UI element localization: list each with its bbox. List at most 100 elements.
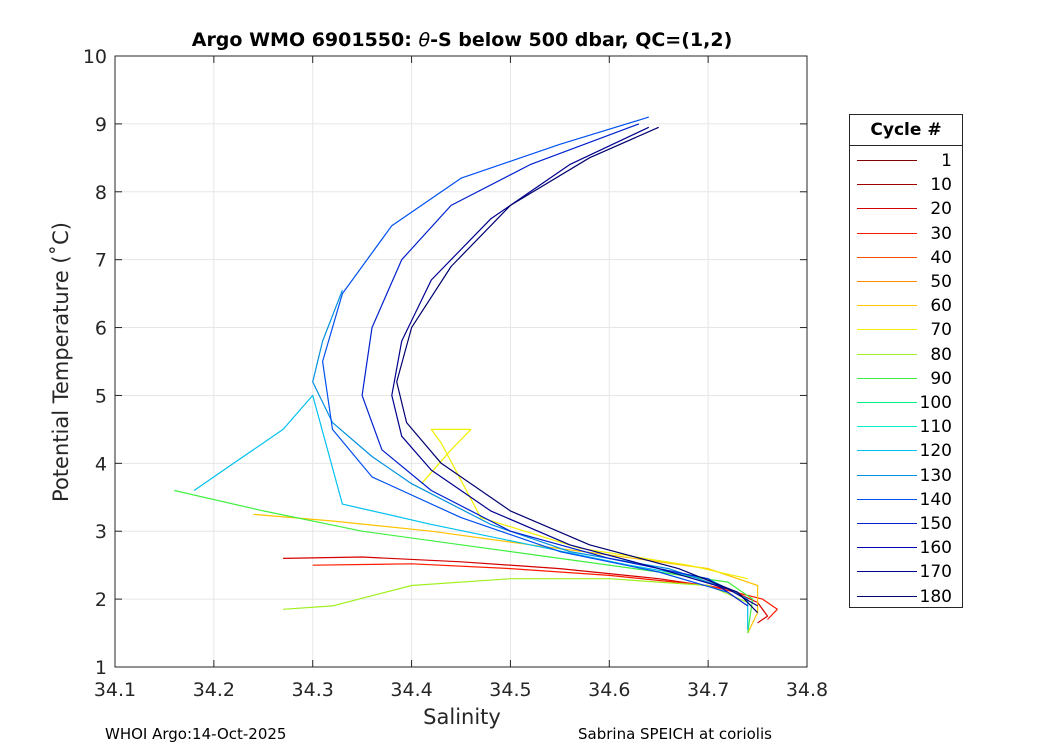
plot-area bbox=[114, 55, 808, 668]
legend-label: 20 bbox=[930, 199, 952, 220]
legend-label: 100 bbox=[919, 393, 952, 413]
legend-item: 150 bbox=[850, 512, 962, 536]
legend-swatch bbox=[857, 402, 917, 403]
legend-item: 40 bbox=[850, 246, 962, 270]
y-tick-label: 7 bbox=[95, 250, 107, 272]
x-tick-label: 34.7 bbox=[687, 679, 729, 701]
legend-label: 40 bbox=[930, 247, 952, 268]
legend-item: 120 bbox=[850, 439, 962, 463]
legend-swatch bbox=[857, 184, 917, 186]
legend-label: 130 bbox=[919, 465, 952, 486]
legend-label: 120 bbox=[919, 441, 952, 462]
chart-title-theta: θ bbox=[418, 29, 430, 51]
legend-item: 30 bbox=[850, 222, 962, 246]
legend-label: 90 bbox=[930, 368, 952, 389]
legend-label: 10 bbox=[930, 175, 952, 196]
legend-item: 50 bbox=[850, 270, 962, 294]
legend-label: 1 bbox=[941, 151, 952, 171]
legend-title: Cycle # bbox=[850, 115, 962, 146]
legend-swatch bbox=[857, 256, 917, 258]
chart-title: Argo WMO 6901550: θ-S below 500 dbar, QC… bbox=[192, 29, 733, 51]
y-tick-label: 9 bbox=[95, 114, 107, 136]
legend-label: 60 bbox=[930, 296, 952, 317]
legend-swatch bbox=[857, 208, 917, 210]
footer-credit-right: Sabrina SPEICH at coriolis bbox=[578, 725, 772, 743]
legend-item: 10 bbox=[850, 173, 962, 197]
footer-credit-left: WHOI Argo:14-Oct-2025 bbox=[105, 725, 287, 743]
y-tick-label: 5 bbox=[95, 385, 107, 407]
legend-item: 1 bbox=[850, 149, 962, 173]
legend-label: 50 bbox=[930, 272, 952, 292]
chart-title-prefix: Argo WMO 6901550: bbox=[192, 29, 419, 51]
legend-swatch bbox=[857, 474, 917, 476]
legend-item: 170 bbox=[850, 560, 962, 584]
legend-label: 80 bbox=[930, 344, 952, 365]
y-tick-label: 10 bbox=[83, 46, 107, 68]
legend-item: 80 bbox=[850, 343, 962, 367]
legend-swatch bbox=[857, 523, 917, 524]
y-tick-label: 3 bbox=[95, 521, 107, 543]
x-tick-label: 34.1 bbox=[94, 679, 136, 701]
legend-swatch bbox=[857, 305, 917, 307]
series-line bbox=[361, 123, 749, 607]
x-tick-label: 34.5 bbox=[489, 679, 531, 701]
legend-swatch bbox=[857, 232, 917, 234]
legend-swatch bbox=[857, 329, 917, 331]
legend-item: 140 bbox=[850, 488, 962, 512]
grid-lines bbox=[114, 55, 808, 668]
series-line bbox=[396, 126, 759, 614]
legend-label: 140 bbox=[919, 489, 952, 510]
legend: Cycle # 1 10 20 30 40 50 60 70 80 90 100 110 120 130 1… bbox=[849, 114, 963, 608]
legend-item: 60 bbox=[850, 294, 962, 318]
x-tick-labels: 34.1 34.2 34.3 34.4 34.5 34.6 34.7 34.8 bbox=[94, 56, 828, 701]
legend-swatch bbox=[857, 160, 917, 161]
chart-title-suffix: -S below 500 dbar, QC=(1,2) bbox=[430, 29, 732, 51]
x-tick-label: 34.3 bbox=[292, 679, 334, 701]
legend-label: 70 bbox=[930, 320, 952, 341]
x-axis-label: Salinity bbox=[423, 705, 501, 729]
series-line bbox=[391, 126, 758, 607]
x-tick-label: 34.6 bbox=[588, 679, 630, 701]
x-tick-label: 34.2 bbox=[193, 679, 235, 701]
y-tick-label: 8 bbox=[95, 182, 107, 204]
legend-item: 110 bbox=[850, 415, 962, 439]
y-axis-label: Potential Temperature (˚C) bbox=[49, 222, 73, 502]
legend-swatch bbox=[857, 281, 917, 282]
legend-swatch bbox=[857, 353, 917, 355]
y-tick-label: 6 bbox=[95, 318, 107, 340]
legend-item: 20 bbox=[850, 197, 962, 221]
series-line bbox=[174, 489, 754, 634]
series-line bbox=[283, 556, 769, 624]
legend-swatch bbox=[857, 571, 917, 573]
legend-label: 160 bbox=[919, 538, 952, 559]
legend-item: 160 bbox=[850, 536, 962, 560]
legend-label: 170 bbox=[919, 562, 952, 583]
legend-item: 130 bbox=[850, 464, 962, 488]
y-tick-labels: 1 2 3 4 5 6 7 8 9 10 bbox=[83, 46, 807, 679]
series-line bbox=[421, 428, 748, 580]
legend-swatch bbox=[857, 450, 917, 452]
series-line bbox=[322, 116, 729, 593]
legend-label: 110 bbox=[919, 417, 952, 438]
y-tick-label: 4 bbox=[95, 453, 107, 475]
y-tick-label: 2 bbox=[95, 589, 107, 611]
legend-swatch bbox=[857, 547, 917, 549]
legend-swatch bbox=[857, 377, 917, 379]
legend-item: 70 bbox=[850, 318, 962, 342]
series-line bbox=[283, 578, 748, 610]
legend-label: 30 bbox=[930, 223, 952, 244]
legend-label: 180 bbox=[919, 586, 952, 607]
series-group bbox=[174, 116, 778, 634]
series-line bbox=[193, 394, 749, 630]
x-tick-label: 34.8 bbox=[786, 679, 828, 701]
legend-item: 90 bbox=[850, 367, 962, 391]
legend-swatch bbox=[857, 498, 917, 500]
series-line bbox=[312, 289, 738, 593]
legend-swatch bbox=[857, 595, 917, 597]
x-tick-label: 34.4 bbox=[390, 679, 432, 701]
legend-item: 180 bbox=[850, 585, 962, 609]
legend-label: 150 bbox=[919, 514, 952, 534]
legend-swatch bbox=[857, 426, 917, 428]
y-tick-label: 1 bbox=[95, 657, 107, 679]
